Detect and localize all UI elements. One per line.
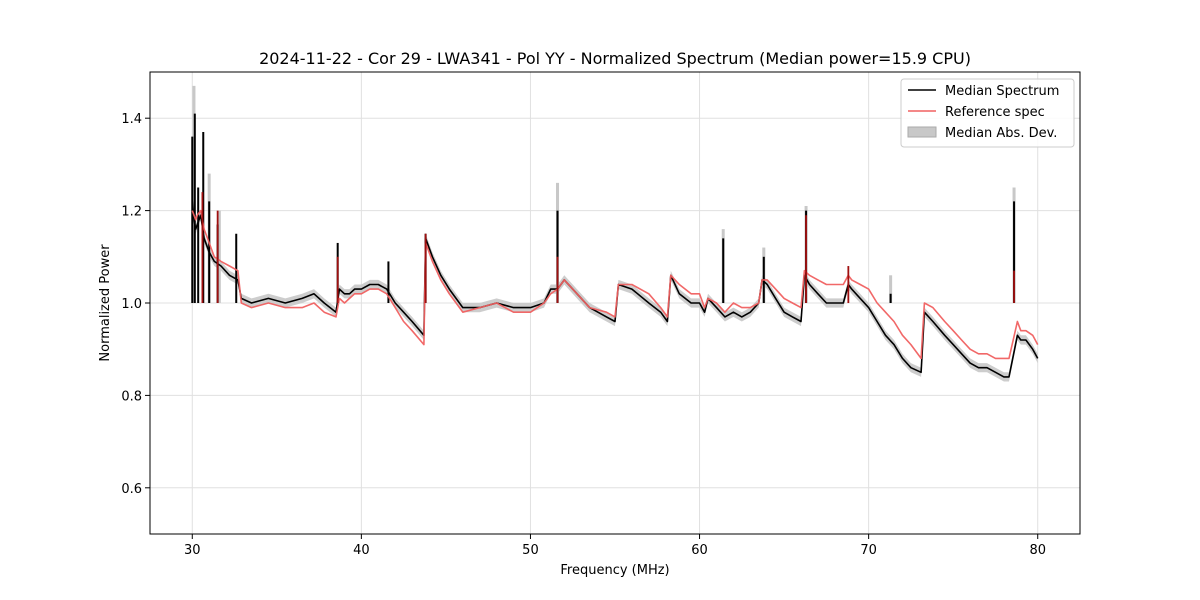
- y-axis-ticks: 0.6 0.8 1.0 1.2 1.4: [121, 112, 150, 497]
- x-tick-label: 60: [691, 543, 708, 558]
- x-tick-label: 30: [184, 543, 201, 558]
- x-tick-label: 40: [353, 543, 370, 558]
- median-spectrum-line: [191, 201, 1039, 378]
- y-axis-label: Normalized Power: [98, 244, 113, 362]
- y-tick-label: 1.4: [121, 112, 142, 127]
- reference-spec-line: [191, 209, 1039, 360]
- legend: Median Spectrum Reference spec Median Ab…: [900, 78, 1075, 148]
- y-tick-label: 1.0: [121, 297, 142, 312]
- x-tick-label: 70: [860, 543, 877, 558]
- x-tick-label: 80: [1029, 543, 1046, 558]
- reference-spec-series: [191, 192, 1039, 360]
- legend-reference-label: Reference spec: [945, 105, 1045, 120]
- chart-title: 2024-11-22 - Cor 29 - LWA341 - Pol YY - …: [259, 49, 971, 68]
- mad-band-area: [192, 196, 1038, 382]
- x-axis-label: Frequency (MHz): [560, 563, 669, 578]
- x-axis-ticks: 30 40 50 60 70 80: [184, 534, 1046, 558]
- legend-median-label: Median Spectrum: [945, 84, 1059, 99]
- y-tick-label: 0.6: [121, 482, 142, 497]
- legend-box: [900, 78, 1075, 148]
- x-tick-label: 50: [522, 543, 539, 558]
- legend-band-label: Median Abs. Dev.: [945, 126, 1057, 141]
- y-tick-label: 0.8: [121, 389, 142, 404]
- legend-band-swatch: [907, 126, 937, 138]
- median-spectrum-series: [191, 113, 1039, 378]
- y-tick-label: 1.2: [121, 205, 142, 220]
